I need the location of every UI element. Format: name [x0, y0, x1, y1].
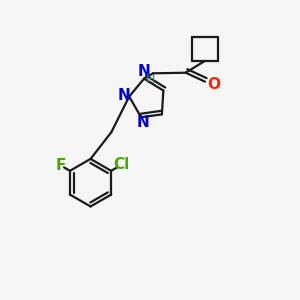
Text: N: N — [136, 115, 149, 130]
Text: N: N — [137, 64, 150, 79]
Text: H: H — [145, 74, 155, 86]
Text: F: F — [56, 158, 66, 173]
Text: O: O — [207, 77, 220, 92]
Text: Cl: Cl — [113, 158, 130, 172]
Text: N: N — [118, 88, 130, 103]
